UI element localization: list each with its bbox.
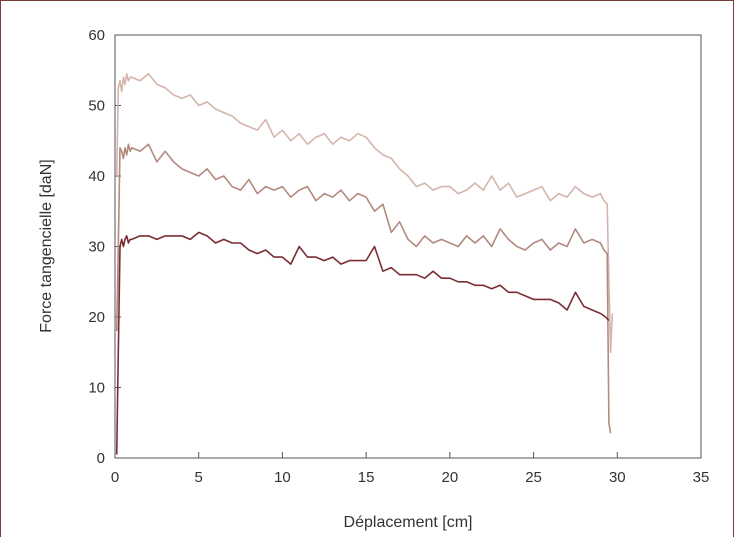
series-layer (115, 73, 614, 455)
series-line-2 (115, 143, 612, 434)
y-tick-label: 50 (88, 98, 105, 115)
y-tick-label: 0 (97, 450, 105, 467)
x-tick-label: 25 (525, 469, 542, 486)
x-axis: 0 5 10 15 20 25 30 35 (111, 452, 710, 486)
y-tick-label: 30 (88, 239, 105, 256)
x-tick-label: 10 (274, 469, 291, 486)
x-tick-label: 20 (442, 469, 459, 486)
series-line-1 (115, 73, 614, 354)
y-tick-label: 20 (88, 309, 105, 326)
plot-area (114, 34, 702, 459)
y-axis-title: Force tangencielle [daN] (38, 159, 55, 332)
x-tick-label: 15 (358, 469, 375, 486)
y-tick-label: 40 (88, 168, 105, 185)
x-tick-label: 5 (195, 469, 203, 486)
x-axis-title: Déplacement [cm] (344, 514, 473, 531)
series-line-3 (115, 231, 610, 455)
y-tick-label: 10 (88, 380, 105, 397)
y-tick-label: 60 (88, 27, 105, 44)
y-axis: 0 10 20 30 40 50 60 (88, 27, 121, 467)
x-tick-label: 35 (693, 469, 710, 486)
x-tick-label: 30 (609, 469, 626, 486)
x-tick-label: 0 (111, 469, 119, 486)
